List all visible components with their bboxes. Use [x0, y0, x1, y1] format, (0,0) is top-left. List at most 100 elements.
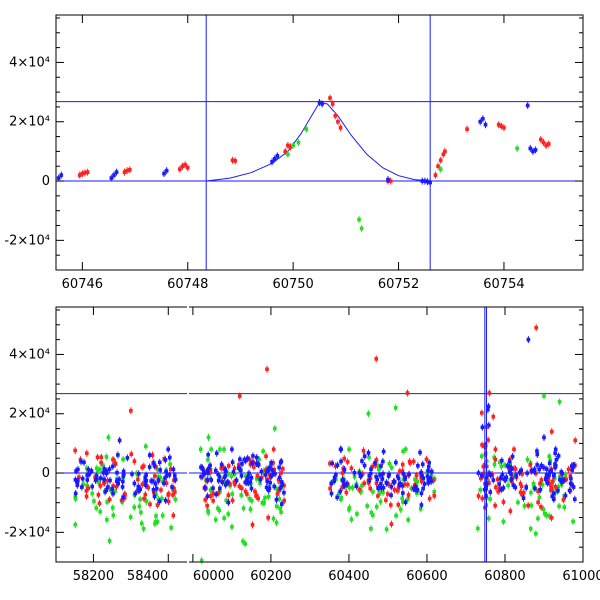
- bottom-blue-point: [401, 491, 405, 495]
- bottom-green-point: [224, 498, 229, 503]
- bottom-green-point: [226, 512, 231, 516]
- bottom-blue-point: [170, 485, 174, 489]
- bottom-blue-point: [422, 482, 427, 486]
- bottom-blue-point: [147, 453, 152, 457]
- bottom-blue-point: [509, 467, 514, 471]
- bottom-red-point: [95, 455, 100, 460]
- bottom-green-point: [529, 490, 533, 495]
- bottom-blue-point: [533, 486, 537, 491]
- bottom-green-point: [492, 455, 497, 460]
- bottom-blue-point: [558, 477, 562, 482]
- bottom-green-outlier: [273, 426, 277, 431]
- bottom-blue-point: [172, 473, 177, 478]
- bottom-green-point: [113, 489, 117, 494]
- bottom-blue-point: [121, 469, 126, 474]
- bottom-green-point: [243, 542, 248, 546]
- bottom-blue-point: [280, 483, 285, 487]
- bottom-blue-point: [552, 473, 556, 478]
- bottom-blue-point: [279, 459, 284, 464]
- bottom-green-point: [552, 476, 557, 481]
- bottom-green-point: [94, 506, 99, 510]
- bottom-red-point: [146, 485, 151, 490]
- bottom-blue-point: [392, 480, 397, 484]
- bottom-green-point: [278, 506, 282, 511]
- bottom-green-point: [358, 489, 363, 494]
- bottom-red-point: [219, 466, 224, 471]
- bottom-blue-point: [329, 491, 334, 496]
- bottom-blue-point: [345, 482, 349, 486]
- bottom-blue-point: [525, 471, 529, 475]
- bottom-blue-point: [547, 461, 552, 466]
- bottom-red-point: [362, 481, 366, 486]
- bottom-red-point: [277, 488, 281, 493]
- bottom-green-point: [562, 505, 567, 509]
- bottom-blue-point: [559, 480, 564, 484]
- top-red-point: [85, 170, 90, 174]
- bottom-red-point: [78, 457, 83, 462]
- top-red-point: [230, 158, 235, 163]
- bottom-xtick-label: 60000: [193, 569, 234, 584]
- bottom-blue-point: [256, 463, 261, 467]
- bottom-red-point: [111, 457, 115, 462]
- bottom-blue-point: [152, 494, 157, 499]
- bottom-blue-point: [254, 461, 259, 466]
- bottom-blue-point: [238, 468, 243, 473]
- bottom-green-point: [350, 485, 355, 490]
- bottom-green-point: [556, 484, 561, 489]
- bottom-green-point: [413, 477, 417, 482]
- bottom-red-point: [432, 494, 437, 498]
- top-blue-point: [425, 179, 430, 184]
- bottom-green-point: [347, 447, 351, 452]
- bottom-green-point: [144, 499, 149, 504]
- bottom-blue-point: [369, 467, 373, 471]
- bottom-green-point: [547, 454, 552, 459]
- bottom-red-point: [232, 466, 237, 471]
- bottom-green-point: [531, 482, 536, 486]
- bottom-green-point: [139, 510, 143, 515]
- bottom-green-point: [160, 513, 165, 518]
- bottom-red-point: [561, 498, 566, 502]
- bottom-blue-point: [552, 491, 556, 496]
- top-xtick-label: 60748: [167, 277, 208, 292]
- bottom-blue-point: [381, 449, 386, 454]
- bottom-red-outlier: [549, 429, 554, 434]
- bottom-red-point: [520, 492, 525, 497]
- bottom-green-point: [542, 511, 547, 516]
- bottom-green-point: [400, 496, 404, 501]
- bottom-green-point: [141, 526, 146, 531]
- bottom-red-point: [414, 473, 419, 478]
- bottom-blue-point: [152, 464, 157, 468]
- bottom-blue-point: [250, 461, 254, 465]
- bottom-blue-point: [111, 491, 115, 496]
- bottom-red-point: [396, 502, 401, 507]
- bottom-blue-point: [101, 470, 106, 475]
- bottom-blue-point: [143, 475, 148, 479]
- bottom-green-point: [375, 463, 380, 468]
- bottom-green-point: [262, 501, 266, 505]
- bottom-red-point: [546, 477, 551, 482]
- bottom-green-point: [132, 505, 137, 510]
- bottom-green-point: [401, 500, 405, 504]
- bottom-blue-point: [381, 485, 386, 490]
- top-model-curve: [206, 101, 431, 182]
- top-xtick-label: 60752: [378, 277, 419, 292]
- bottom-blue-point: [403, 500, 408, 505]
- bottom-red-point: [203, 498, 208, 502]
- bottom-red-point: [208, 494, 213, 498]
- bottom-red-point: [400, 469, 405, 473]
- top-red-point: [336, 119, 340, 124]
- top-green-point: [515, 146, 519, 151]
- bottom-blue-point: [106, 485, 110, 489]
- bottom-blue-point: [246, 475, 250, 479]
- bottom-red-point: [99, 455, 104, 459]
- bottom-blue-point: [381, 471, 385, 476]
- bottom-red-point: [173, 490, 177, 494]
- bottom-blue-point: [389, 493, 393, 498]
- bottom-green-point: [249, 498, 254, 503]
- bottom-red-point: [374, 458, 379, 462]
- bottom-blue-point: [426, 465, 431, 469]
- bottom-blue-point: [116, 481, 121, 486]
- bottom-blue-point: [500, 458, 504, 463]
- top-green-point: [291, 143, 295, 148]
- bottom-blue-point: [203, 485, 207, 490]
